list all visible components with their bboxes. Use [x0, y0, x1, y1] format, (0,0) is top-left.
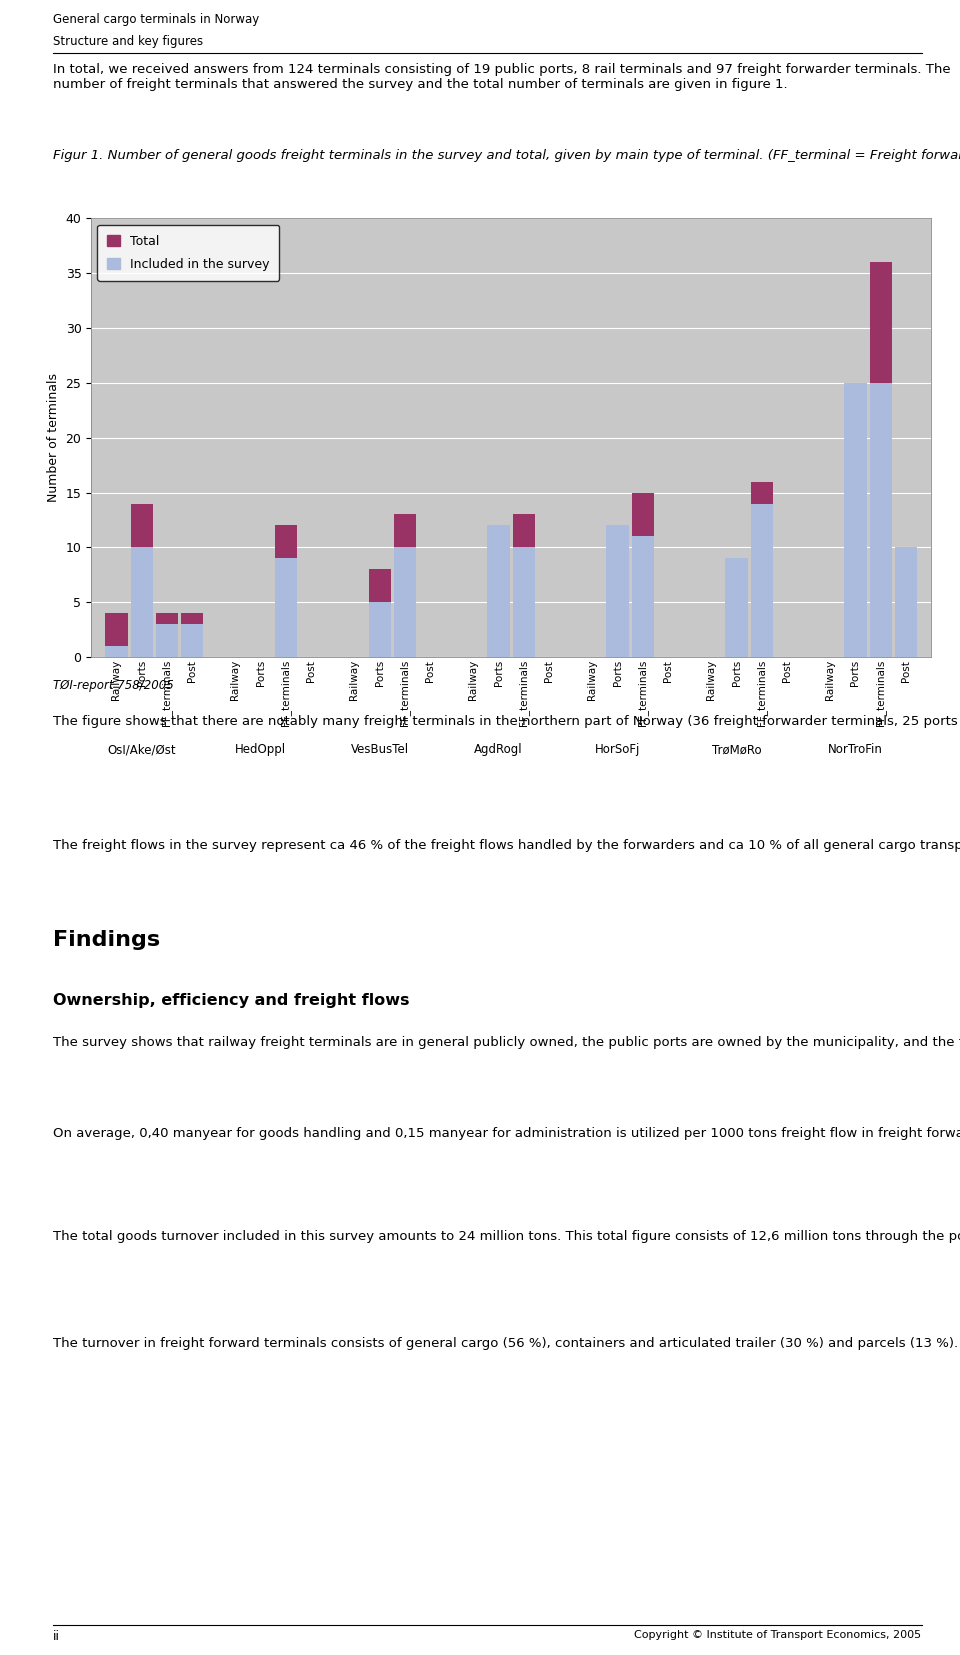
Text: HorSoFj: HorSoFj	[595, 743, 640, 756]
Bar	[870, 382, 892, 657]
Bar	[488, 526, 510, 657]
Text: OsI/Ake/Øst: OsI/Ake/Øst	[108, 743, 176, 756]
Text: The turnover in freight forward terminals consists of general cargo (56 %), cont: The turnover in freight forward terminal…	[53, 1337, 960, 1350]
Text: The freight flows in the survey represent ca 46 % of the freight flows handled b: The freight flows in the survey represen…	[53, 839, 960, 852]
Bar	[513, 548, 535, 657]
Bar	[870, 263, 892, 657]
Text: Findings: Findings	[53, 930, 160, 950]
Bar	[895, 548, 917, 657]
Bar	[751, 503, 773, 657]
Text: NorTroFin: NorTroFin	[828, 743, 883, 756]
Text: General cargo terminals in Norway: General cargo terminals in Norway	[53, 13, 259, 26]
Bar	[181, 624, 204, 657]
Y-axis label: Number of terminals: Number of terminals	[47, 374, 60, 501]
Bar	[488, 526, 510, 657]
Bar	[156, 624, 178, 657]
Text: The total goods turnover included in this survey amounts to 24 million tons. Thi: The total goods turnover included in thi…	[53, 1230, 960, 1243]
Bar	[275, 526, 297, 657]
Bar	[845, 382, 867, 657]
Bar	[394, 515, 416, 657]
Text: AgdRogl: AgdRogl	[474, 743, 523, 756]
Text: Copyright © Institute of Transport Economics, 2005: Copyright © Institute of Transport Econo…	[635, 1630, 922, 1640]
Bar	[156, 614, 178, 657]
Bar	[726, 558, 748, 657]
Text: In total, we received answers from 124 terminals consisting of 19 public ports, : In total, we received answers from 124 t…	[53, 63, 950, 91]
Bar	[369, 569, 391, 657]
Bar	[751, 482, 773, 657]
Text: Structure and key figures: Structure and key figures	[53, 35, 203, 48]
Text: The figure shows that there are notably many freight terminals in the northern p: The figure shows that there are notably …	[53, 715, 960, 728]
Bar	[181, 614, 204, 657]
Bar	[131, 548, 153, 657]
Bar	[726, 558, 748, 657]
Bar	[369, 602, 391, 657]
Text: HedOppl: HedOppl	[235, 743, 286, 756]
Text: VesBusTel: VesBusTel	[350, 743, 409, 756]
Text: TØI-report 758/2005: TØI-report 758/2005	[53, 679, 174, 692]
Bar	[845, 382, 867, 657]
Bar	[607, 526, 629, 657]
Bar	[632, 493, 654, 657]
Bar	[106, 645, 128, 657]
Text: TrøMøRo: TrøMøRo	[711, 743, 761, 756]
Bar	[607, 526, 629, 657]
Bar	[131, 503, 153, 657]
Bar	[394, 548, 416, 657]
Legend: Total, Included in the survey: Total, Included in the survey	[98, 225, 279, 281]
Bar	[895, 548, 917, 657]
Text: The survey shows that railway freight terminals are in general publicly owned, t: The survey shows that railway freight te…	[53, 1036, 960, 1049]
Text: ii: ii	[53, 1630, 60, 1643]
Bar	[632, 536, 654, 657]
Text: On average, 0,40 manyear for goods handling and 0,15 manyear for administration : On average, 0,40 manyear for goods handl…	[53, 1127, 960, 1140]
Text: Ownership, efficiency and freight flows: Ownership, efficiency and freight flows	[53, 993, 409, 1008]
Bar	[513, 515, 535, 657]
Text: Figur 1. Number of general goods freight terminals in the survey and total, give: Figur 1. Number of general goods freight…	[53, 149, 960, 162]
Bar	[106, 614, 128, 657]
Bar	[275, 558, 297, 657]
